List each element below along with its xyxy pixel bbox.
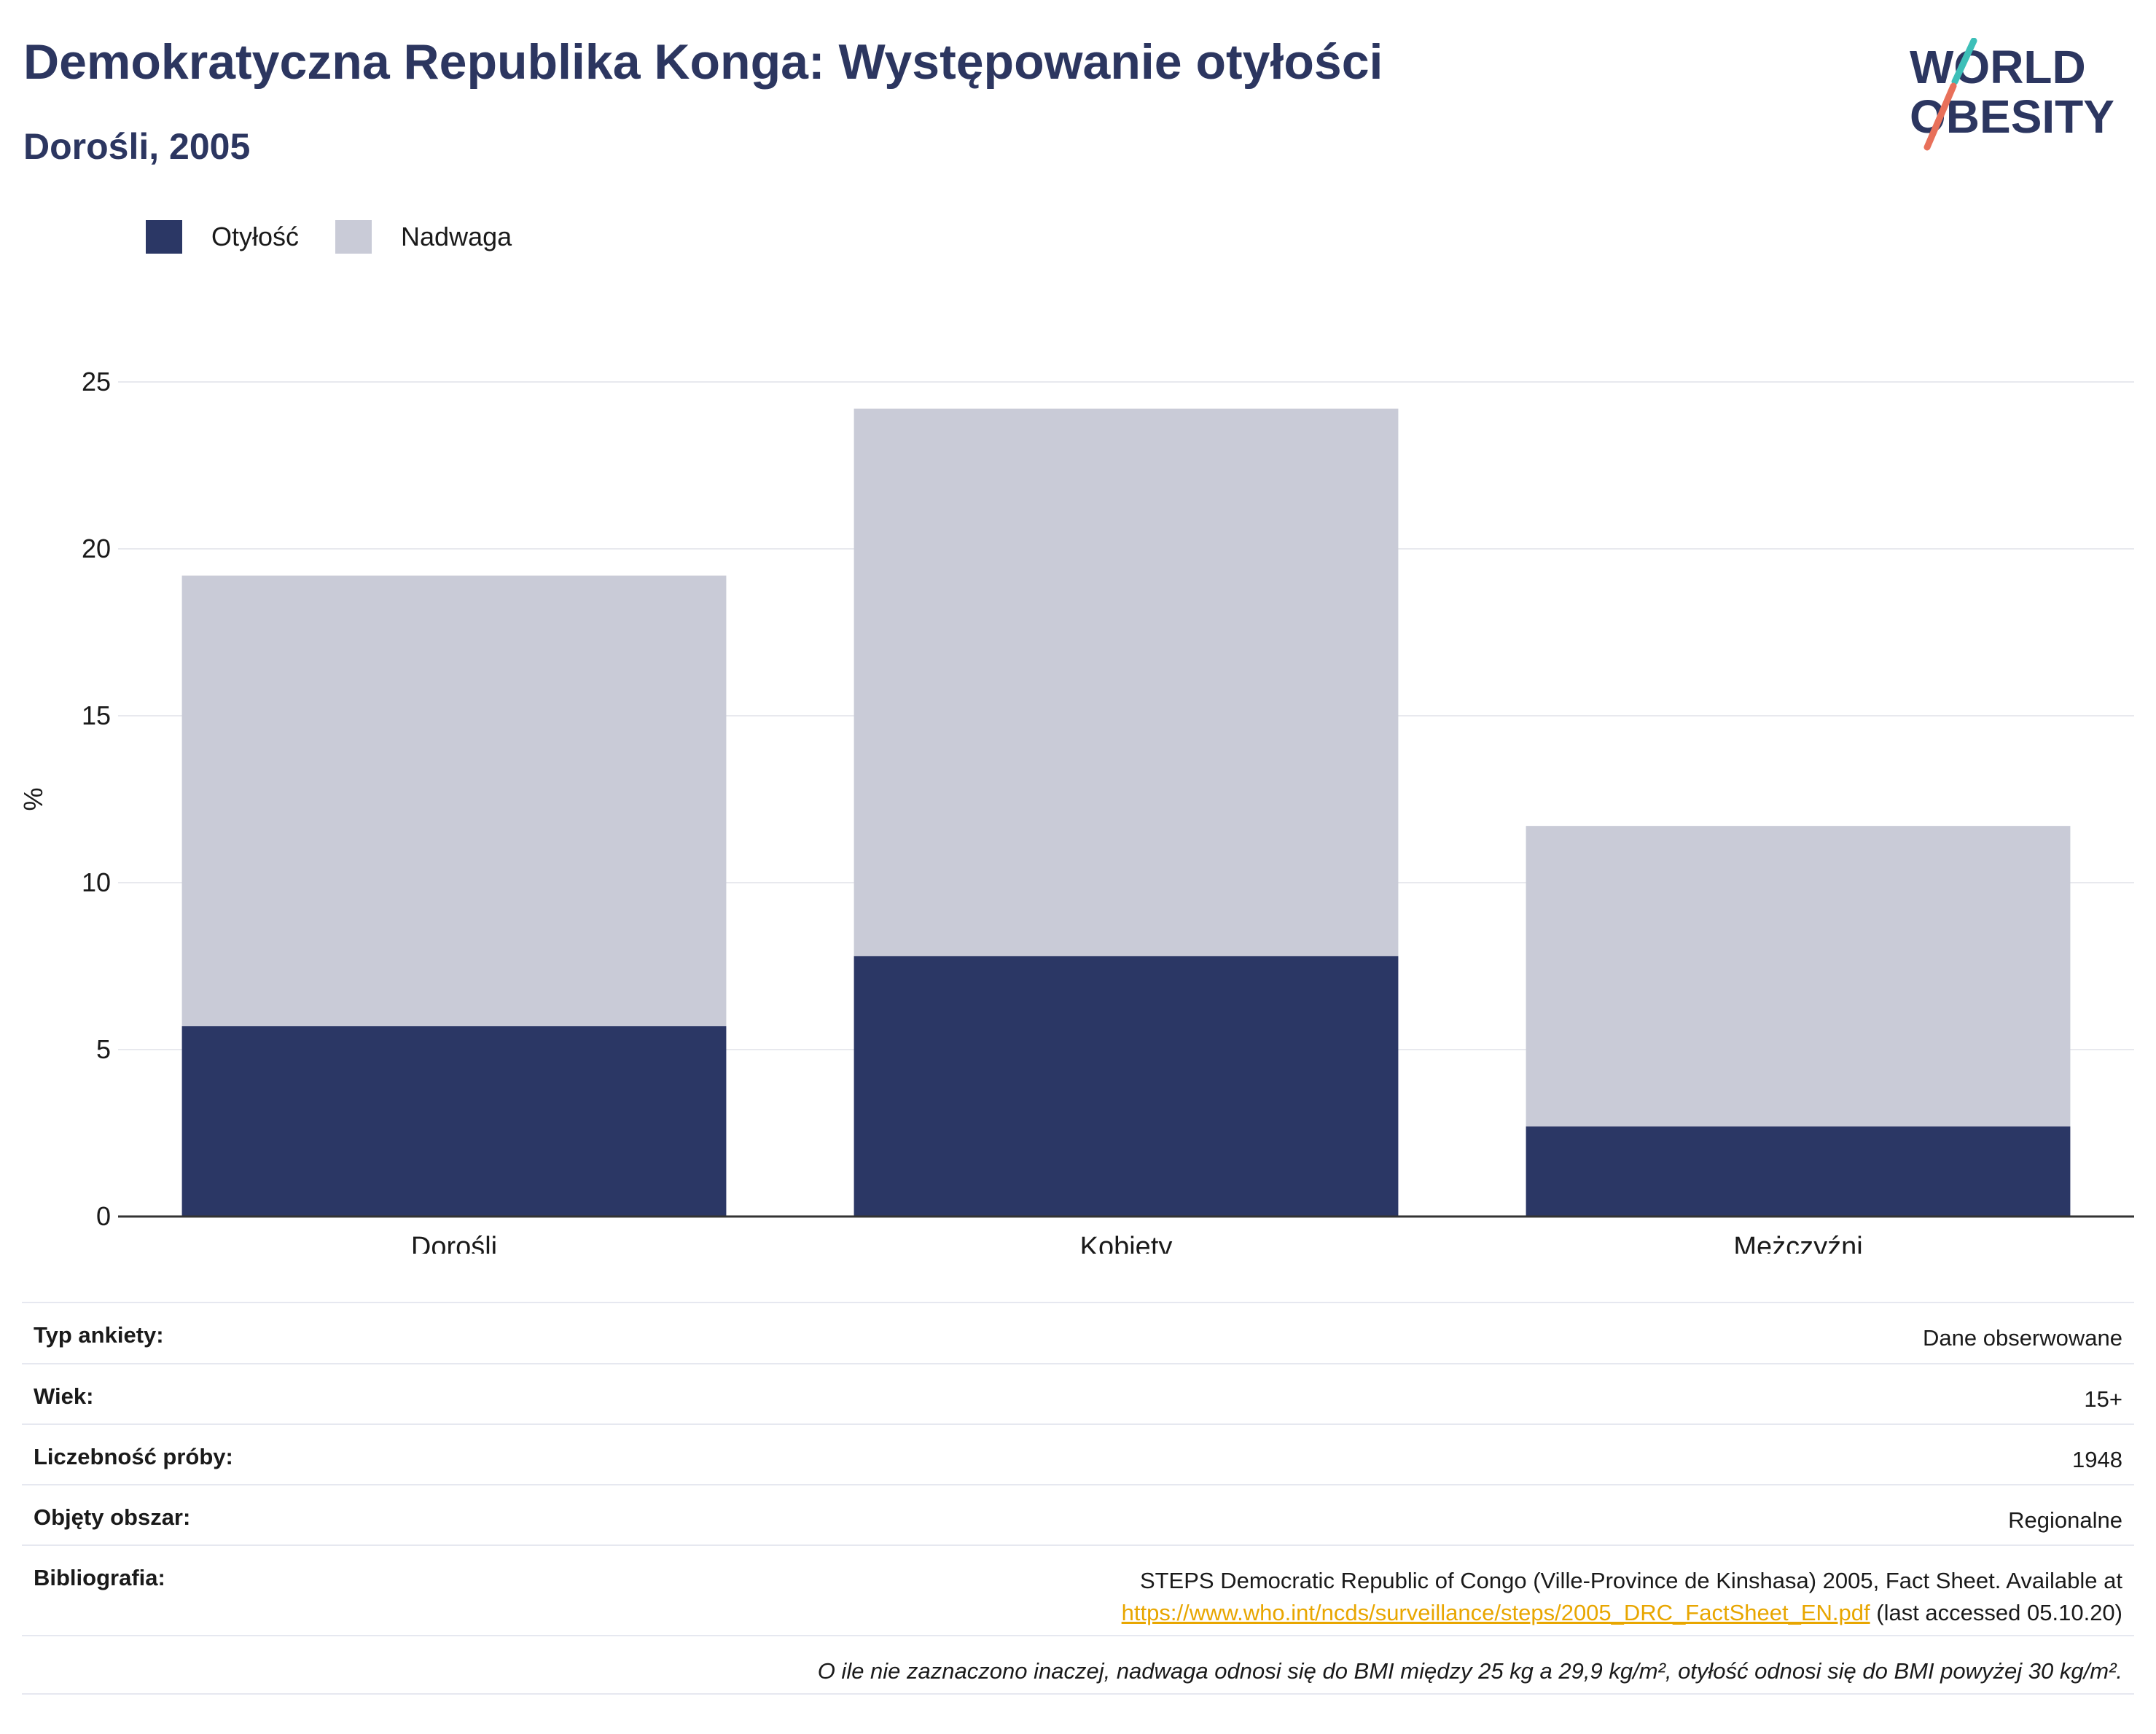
world-obesity-logo: WORLD OBESITY — [1910, 38, 2114, 151]
bar-chart: 0 5 10 15 20 25 Dorośli Kobiety Mężczyźni % — [18, 367, 2134, 1254]
y-tick-labels: 0 5 10 15 20 25 — [82, 367, 111, 1231]
x-tick-labels: Dorośli Kobiety Mężczyźni — [411, 1232, 1863, 1254]
info-value: 1948 — [2072, 1447, 2122, 1472]
legend-label-overweight: Nadwaga — [401, 222, 512, 251]
bar-overweight-1 — [854, 408, 1399, 956]
bibliography-link[interactable]: https://www.who.int/ncds/surveillance/st… — [1121, 1600, 1870, 1625]
legend-item-obesity[interactable]: Otyłość — [146, 220, 299, 254]
y-axis-label: % — [18, 787, 48, 811]
logo-slash-teal — [1951, 38, 1977, 85]
info-row-age: Wiek: 15+ — [22, 1363, 2134, 1423]
info-table: Typ ankiety: Dane obserwowane Wiek: 15+ … — [22, 1302, 2134, 1695]
y-tick-label: 0 — [96, 1201, 111, 1231]
x-tick-label: Dorośli — [411, 1232, 497, 1254]
info-value: Dane obserwowane — [1922, 1325, 2122, 1351]
bar-obesity-2 — [1526, 1126, 2071, 1216]
definition-note: O ile nie zaznaczono inaczej, nadwaga od… — [817, 1658, 2122, 1684]
info-label: Wiek: — [34, 1383, 94, 1409]
chart-subtitle: Dorośli, 2005 — [23, 126, 251, 167]
logo-text-world: WORLD — [1910, 41, 2086, 93]
y-tick-label: 10 — [82, 867, 111, 897]
info-row-sample-size: Liczebność próby: 1948 — [22, 1423, 2134, 1484]
logo-slash-coral — [1923, 82, 1957, 151]
x-tick-label: Kobiety — [1080, 1232, 1173, 1254]
y-tick-label: 25 — [82, 367, 111, 397]
bars — [181, 408, 2071, 1216]
info-value: 15+ — [2084, 1386, 2122, 1412]
info-value: Regionalne — [2008, 1507, 2122, 1533]
info-row-note: O ile nie zaznaczono inaczej, nadwaga od… — [22, 1635, 2134, 1695]
chart-title: Demokratyczna Republika Konga: Występowa… — [23, 34, 1383, 90]
bibliography-text: STEPS Democratic Republic of Congo (Vill… — [1139, 1568, 2122, 1593]
info-label: Bibliografia: — [34, 1565, 165, 1590]
bar-overweight-0 — [181, 575, 727, 1026]
info-label: Liczebność próby: — [34, 1444, 233, 1469]
info-row-survey-type: Typ ankiety: Dane obserwowane — [22, 1302, 2134, 1363]
bar-overweight-2 — [1526, 826, 2071, 1127]
bar-obesity-0 — [181, 1026, 727, 1216]
legend-label-obesity: Otyłość — [211, 222, 300, 251]
legend: Otyłość Nadwaga — [146, 219, 548, 255]
legend-item-overweight[interactable]: Nadwaga — [335, 220, 512, 254]
info-label: Typ ankiety: — [34, 1322, 164, 1348]
y-tick-label: 5 — [96, 1034, 111, 1064]
y-tick-label: 15 — [82, 700, 111, 730]
bibliography-suffix: (last accessed 05.10.20) — [1876, 1600, 2122, 1625]
info-value: STEPS Democratic Republic of Congo (Vill… — [1122, 1565, 2122, 1629]
legend-swatch-obesity — [146, 220, 182, 254]
legend-swatch-overweight — [335, 220, 372, 254]
info-row-bibliography: Bibliografia: STEPS Democratic Republic … — [22, 1544, 2134, 1635]
x-tick-label: Mężczyźni — [1733, 1232, 1862, 1254]
bar-obesity-1 — [854, 956, 1399, 1216]
info-row-area: Objęty obszar: Regionalne — [22, 1484, 2134, 1544]
y-tick-label: 20 — [82, 534, 111, 563]
info-label: Objęty obszar: — [34, 1504, 191, 1530]
